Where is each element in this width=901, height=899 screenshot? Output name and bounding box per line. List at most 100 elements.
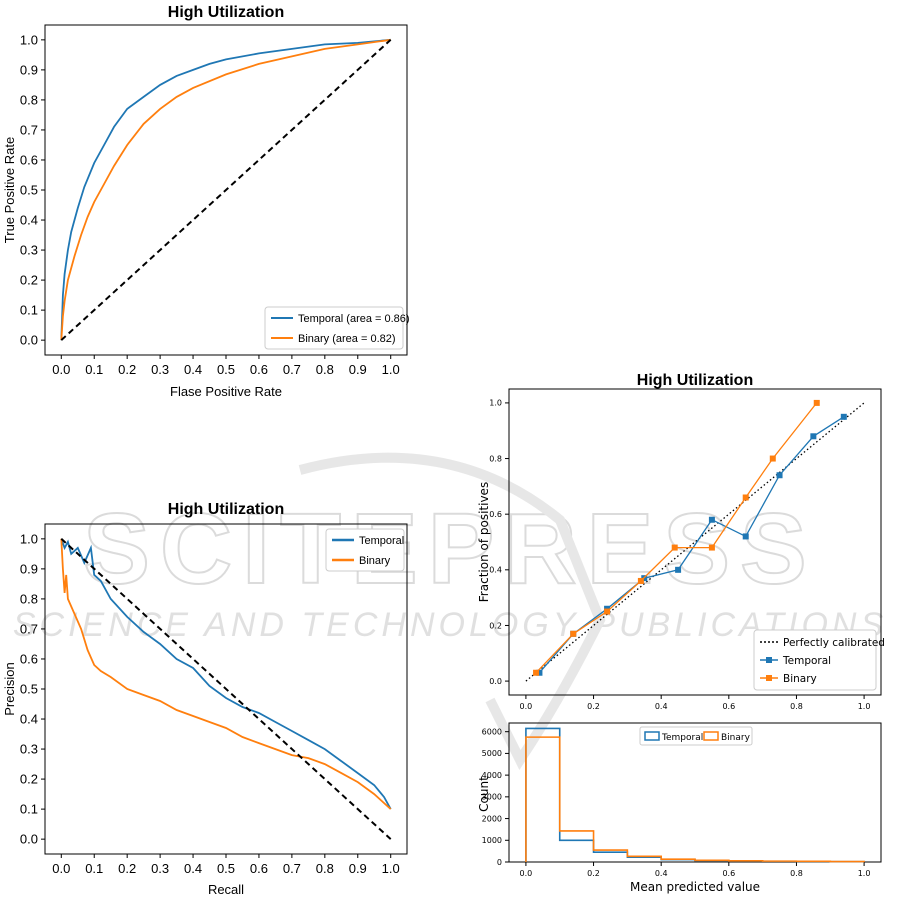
calibration-ytick-label: 1.0 xyxy=(489,399,502,408)
roc-ylabel: True Positive Rate xyxy=(2,137,17,243)
pr-legend-temporal-label: Temporal xyxy=(359,535,404,547)
roc-xtick-label: 0.6 xyxy=(250,362,268,377)
calibration-legend: Perfectly calibrated Temporal Binary xyxy=(753,629,885,691)
calibration-point-temporal xyxy=(742,533,749,540)
calibration-point-binary xyxy=(813,399,820,406)
roc-xtick-label: 0.3 xyxy=(151,362,169,377)
roc-xtick-label: 0.2 xyxy=(118,362,136,377)
histogram-ytick-label: 0 xyxy=(497,858,502,867)
histogram-ytick-label: 3000 xyxy=(482,793,502,802)
roc-chart: High Utilization 0.0 0.1 0.2 0.3 0.4 0.5 0.6 0.… xyxy=(2,4,410,399)
roc-xtick-label: 1.0 xyxy=(382,362,400,377)
histogram-ytick-label: 2000 xyxy=(482,814,502,823)
calibration-point-temporal xyxy=(840,413,847,420)
roc-ytick-label: 0.5 xyxy=(20,183,38,198)
roc-line-temporal xyxy=(60,38,391,341)
calibration-legend-temporal-marker xyxy=(766,657,772,663)
calibration-point-binary xyxy=(742,494,749,501)
roc-ytick-label: 0.4 xyxy=(20,213,38,228)
calibration-title: High Utilization xyxy=(637,372,753,389)
pr-xtick-label: 0.6 xyxy=(250,861,268,876)
roc-xtick-label: 0.4 xyxy=(184,362,202,377)
calibration-point-binary xyxy=(604,608,611,615)
calibration-axes-frame xyxy=(508,388,882,696)
histogram-ytick-label: 4000 xyxy=(482,771,502,780)
roc-line-chance xyxy=(60,39,392,341)
calibration-xtick-label: 0.4 xyxy=(655,702,668,711)
histogram-axes-frame xyxy=(508,722,882,863)
roc-legend: Temporal (area = 0.86) Binary (area = 0.… xyxy=(264,306,410,350)
histogram-xtick-label: 0.2 xyxy=(587,869,600,878)
pr-xtick-label: 0.3 xyxy=(151,861,169,876)
calibration-line-temporal xyxy=(538,416,845,674)
pr-ytick-label: 0.0 xyxy=(20,832,38,847)
roc-ytick-label: 0.6 xyxy=(20,153,38,168)
calibration-point-binary xyxy=(671,544,678,551)
roc-xtick-label: 0.0 xyxy=(52,362,70,377)
pr-line-reference xyxy=(60,538,392,840)
histogram-legend: Temporal Binary xyxy=(639,726,753,746)
pr-xtick-label: 0.9 xyxy=(349,861,367,876)
calibration-legend-temporal-label: Temporal xyxy=(782,655,831,667)
calibration-point-temporal xyxy=(810,433,817,440)
watermark: SCITEPRESS SCIENCE AND TECHNOLOGY PUBLIC… xyxy=(13,452,883,770)
calibration-ytick-label: 0.4 xyxy=(489,566,502,575)
calibration-ytick-label: 0.2 xyxy=(489,621,502,630)
histogram-legend-temporal-swatch xyxy=(644,731,660,741)
pr-ytick-label: 0.3 xyxy=(20,742,38,757)
pr-title: High Utilization xyxy=(168,501,284,518)
roc-title: High Utilization xyxy=(168,4,284,21)
pr-ytick-label: 0.6 xyxy=(20,652,38,667)
pr-xtick-label: 0.1 xyxy=(85,861,103,876)
roc-xlabel: Flase Positive Rate xyxy=(170,384,282,399)
histogram-xtick-label: 0.0 xyxy=(520,869,533,878)
pr-xtick-label: 1.0 xyxy=(382,861,400,876)
histogram-xtick-label: 0.6 xyxy=(722,869,735,878)
histogram-xtick-label: 0.8 xyxy=(790,869,803,878)
histogram-xlabel: Mean predicted value xyxy=(630,880,760,894)
roc-legend-binary-label: Binary (area = 0.82) xyxy=(298,333,396,345)
calibration-ytick-label: 0.0 xyxy=(489,677,502,686)
histogram-step-temporal xyxy=(525,727,865,863)
histogram-legend-box xyxy=(639,726,753,746)
calibration-legend-perfect-label: Perfectly calibrated xyxy=(783,637,885,649)
pr-ytick-label: 0.1 xyxy=(20,802,38,817)
pr-ytick-label: 0.5 xyxy=(20,682,38,697)
calibration-legend-box xyxy=(753,629,877,691)
calibration-ytick-label: 0.8 xyxy=(489,454,502,463)
calibration-point-binary xyxy=(570,630,577,637)
histogram-legend-binary-label: Binary xyxy=(721,733,751,743)
roc-ytick-label: 0.0 xyxy=(20,333,38,348)
histogram-ytick-label: 6000 xyxy=(482,727,502,736)
histogram-chart: 0.0 0.2 0.4 0.6 0.8 1.0 0 1000 2000 3000 4000 5000 6… xyxy=(477,722,882,894)
calibration-ytick-label: 0.6 xyxy=(489,510,502,519)
pr-chart: High Utilization 0.0 0.1 0.2 0.3 0.4 0.5 0.6 0.… xyxy=(2,501,408,897)
roc-xtick-label: 0.7 xyxy=(283,362,301,377)
pr-line-binary xyxy=(60,538,392,810)
pr-ytick-label: 0.4 xyxy=(20,712,38,727)
calibration-point-binary xyxy=(708,544,715,551)
pr-ytick-label: 0.7 xyxy=(20,621,38,636)
roc-ytick-label: 0.7 xyxy=(20,122,38,137)
pr-xtick-label: 0.7 xyxy=(283,861,301,876)
pr-xtick-label: 0.2 xyxy=(118,861,136,876)
calibration-xtick-label: 0.8 xyxy=(790,702,803,711)
roc-ytick-label: 0.9 xyxy=(20,62,38,77)
calibration-legend-binary-marker xyxy=(766,675,772,681)
calibration-legend-binary-label: Binary xyxy=(783,673,817,685)
pr-xtick-label: 0.4 xyxy=(184,861,202,876)
roc-line-binary xyxy=(60,38,391,341)
histogram-ylabel: Count xyxy=(477,776,491,812)
calibration-point-binary xyxy=(533,669,540,676)
calibration-chart: High Utilization 0.0 0.2 0.4 0.6 0.8 1.0 0.0 0.… xyxy=(477,372,885,711)
histogram-ytick-label: 5000 xyxy=(482,749,502,758)
pr-xtick-label: 0.8 xyxy=(316,861,334,876)
pr-ytick-label: 0.8 xyxy=(20,591,38,606)
pr-line-temporal xyxy=(60,538,392,810)
watermark-swoosh xyxy=(298,452,606,770)
calibration-xtick-label: 0.2 xyxy=(587,702,600,711)
calibration-point-temporal xyxy=(776,472,783,479)
pr-legend-binary-label: Binary xyxy=(359,555,391,567)
calibration-line-perfectly xyxy=(525,402,865,682)
